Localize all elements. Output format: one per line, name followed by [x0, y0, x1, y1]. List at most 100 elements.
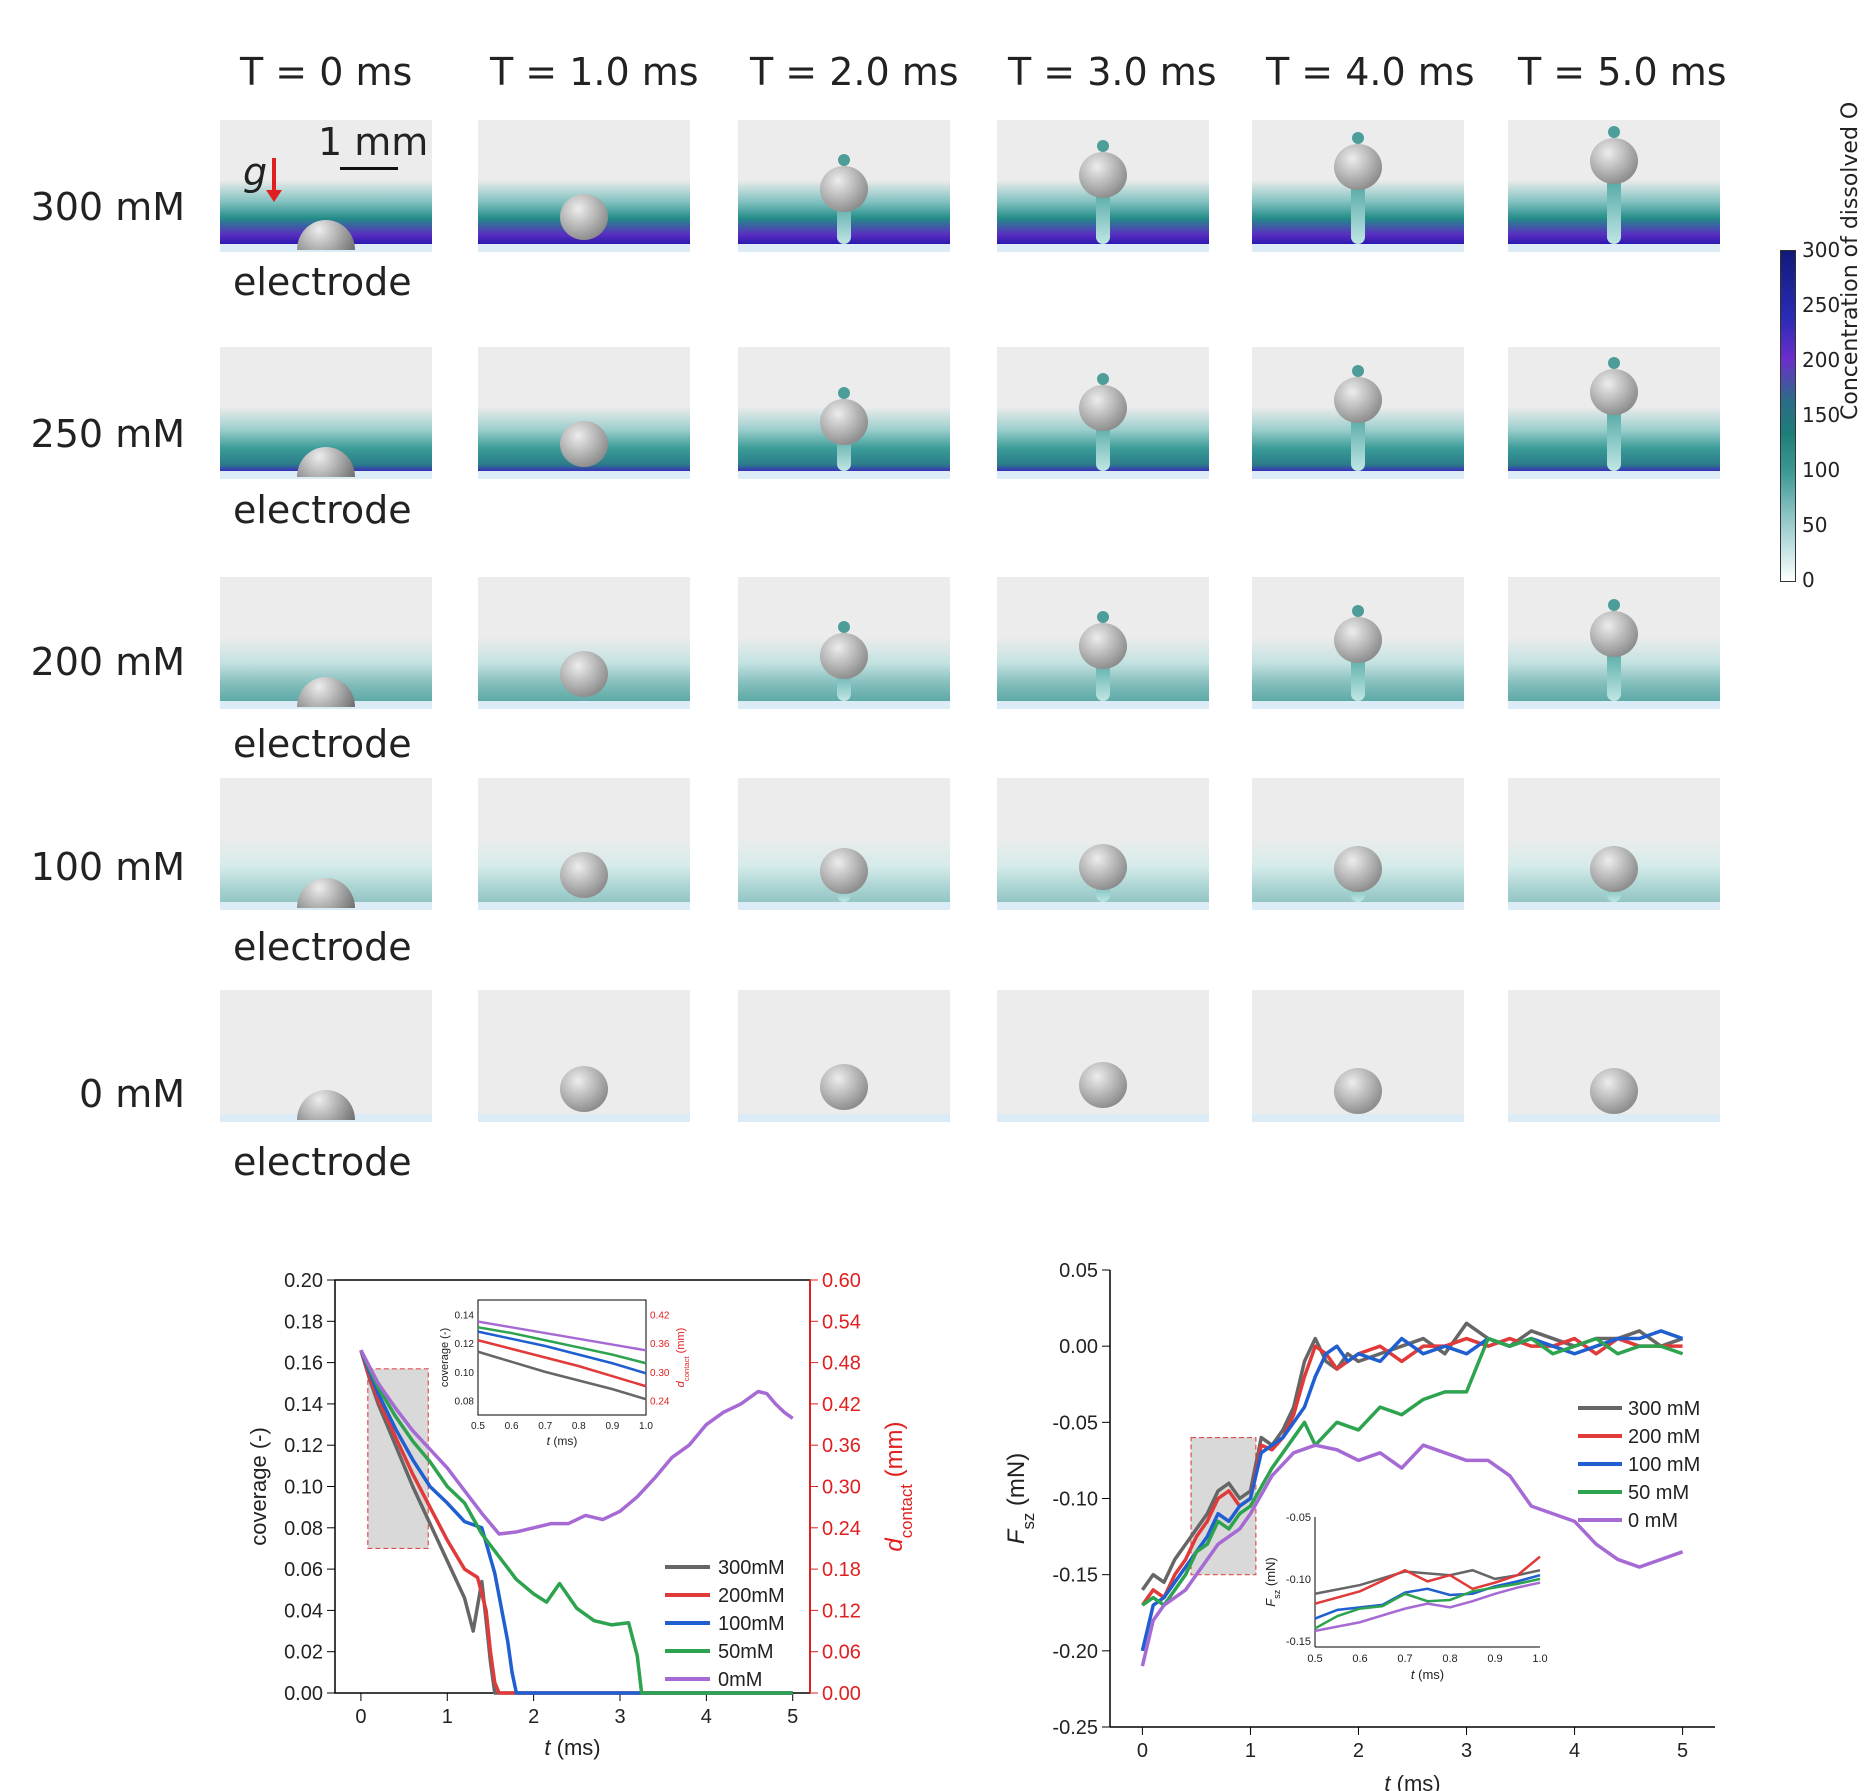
inset-x-tick-label: 0.6	[505, 1421, 519, 1432]
bubble	[1590, 1068, 1638, 1114]
y-tick-label: 0.14	[284, 1394, 323, 1416]
y-tick-label: 0.08	[284, 1518, 323, 1540]
time-label-5: T = 5.0 ms	[1518, 50, 1727, 94]
y2-tick-label: 0.30	[822, 1477, 861, 1499]
bubble	[560, 194, 608, 240]
y2-tick-label: 0.42	[822, 1394, 861, 1416]
inset-y-axis-label: Fsz (mN)	[1263, 1557, 1282, 1607]
sim-panel-r0-c5	[1508, 120, 1720, 252]
legend-label: 300mM	[718, 1557, 785, 1579]
electrode-surface	[1252, 244, 1464, 252]
sim-panel-r4-c5	[1508, 990, 1720, 1122]
x-axis-label: t (ms)	[544, 1735, 600, 1760]
legend-label: 200 mM	[1628, 1426, 1700, 1448]
electrode-surface	[997, 701, 1209, 709]
sim-panel-r0-c1	[478, 120, 690, 252]
time-label-0: T = 0 ms	[240, 50, 413, 94]
inset-y2-tick-label: 0.30	[650, 1368, 670, 1379]
sim-panel-r2-c2	[738, 577, 950, 709]
inset-x-tick-label: 0.8	[1442, 1653, 1457, 1665]
sim-panel-r3-c3	[997, 778, 1209, 910]
x-tick-label: 5	[1677, 1740, 1688, 1762]
colorbar-tick-label: 150	[1802, 403, 1841, 427]
wake-vortex	[1352, 365, 1364, 377]
y-tick-label: 0.10	[284, 1477, 323, 1499]
electrode-surface	[1508, 471, 1720, 479]
force-chart: 0 1 2 3 4 5 0.05 0.00 -0.05 -0.10 -0.15 -0.20 -0.25 t…	[1003, 1260, 1715, 1791]
electrode-surface	[738, 244, 950, 252]
bubble	[1334, 377, 1382, 423]
legend-label: 100mM	[718, 1613, 785, 1635]
sim-panel-r2-c1	[478, 577, 690, 709]
x-tick-label: 1	[1245, 1740, 1256, 1762]
inset-series-line-0 mM	[1314, 1581, 1541, 1633]
sim-panel-r1-c5	[1508, 347, 1720, 479]
y2-tick-label: 0.12	[822, 1600, 861, 1622]
bubble	[820, 166, 868, 212]
inset-y2-tick-label: 0.36	[650, 1339, 670, 1350]
sim-panel-r2-c4	[1252, 577, 1464, 709]
inset-x-tick-label: 1.0	[639, 1421, 653, 1432]
wake-vortex	[1352, 132, 1364, 144]
y2-tick-label: 0.48	[822, 1353, 861, 1375]
y-tick-label: 0.20	[284, 1270, 323, 1292]
inset-x-tick-label: 0.5	[471, 1421, 485, 1432]
colorbar-tick-label: 0	[1802, 568, 1815, 592]
inset-x-tick-label: 0.5	[1307, 1653, 1322, 1665]
bubble	[820, 399, 868, 445]
sim-panel-r1-c2	[738, 347, 950, 479]
wake-vortex	[838, 621, 850, 633]
bubble	[1590, 846, 1638, 892]
electrode-surface	[1252, 1114, 1464, 1122]
colorbar-tick-label: 250	[1802, 293, 1841, 317]
bubble	[1079, 385, 1127, 431]
wake-vortex	[838, 154, 850, 166]
series-line-50 mM	[1141, 1336, 1684, 1607]
y2-tick-label: 0.36	[822, 1435, 861, 1457]
electrode-surface	[738, 701, 950, 709]
x-tick-label: 0	[1137, 1740, 1148, 1762]
inset-x-tick-label: 0.9	[605, 1421, 619, 1432]
y-axis-label: coverage (-)	[246, 1427, 271, 1546]
inset-series-line-200 mM	[1314, 1555, 1541, 1605]
sim-panel-r3-c4	[1252, 778, 1464, 910]
bubble	[1334, 846, 1382, 892]
gravity-arrow-icon	[272, 158, 276, 192]
electrode-surface	[1508, 1114, 1720, 1122]
time-label-3: T = 3.0 ms	[1008, 50, 1217, 94]
x-tick-label: 1	[442, 1706, 453, 1728]
y2-tick-label: 0.24	[822, 1518, 861, 1540]
time-label-4: T = 4.0 ms	[1266, 50, 1475, 94]
electrode-label-4: electrode	[233, 1140, 412, 1184]
electrode-surface	[1508, 701, 1720, 709]
bubble	[820, 848, 868, 894]
bubble	[560, 421, 608, 467]
sim-panel-r3-c1	[478, 778, 690, 910]
x-tick-label: 2	[528, 1706, 539, 1728]
y-tick-label: -0.10	[1052, 1489, 1098, 1511]
bubble	[560, 651, 608, 697]
y-tick-label: 0.00	[1059, 1336, 1098, 1358]
y2-axis-label: dcontact (mm)	[881, 1421, 916, 1551]
sim-panel-r0-c3	[997, 120, 1209, 252]
bubble	[560, 1066, 608, 1112]
y-tick-label: 0.18	[284, 1311, 323, 1333]
sim-panel-r2-c0	[220, 577, 432, 709]
scale-bar-label: 1 mm	[318, 120, 429, 164]
y-tick-label: 0.12	[284, 1435, 323, 1457]
sim-panel-r2-c3	[997, 577, 1209, 709]
time-label-2: T = 2.0 ms	[750, 50, 959, 94]
electrode-surface	[1508, 244, 1720, 252]
bubble	[1079, 1062, 1127, 1108]
inset-y-tick-label: 0.14	[455, 1310, 475, 1321]
y-tick-label: 0.04	[284, 1600, 323, 1622]
electrode-surface	[478, 701, 690, 709]
inset-x-tick-label: 0.6	[1352, 1653, 1367, 1665]
bubble	[1334, 617, 1382, 663]
electrode-surface	[738, 902, 950, 910]
sim-panel-r4-c2	[738, 990, 950, 1122]
wake-vortex	[1608, 357, 1620, 369]
series-line-0mM	[359, 1349, 794, 1536]
electrode-surface	[997, 1114, 1209, 1122]
sim-panel-r0-c2	[738, 120, 950, 252]
